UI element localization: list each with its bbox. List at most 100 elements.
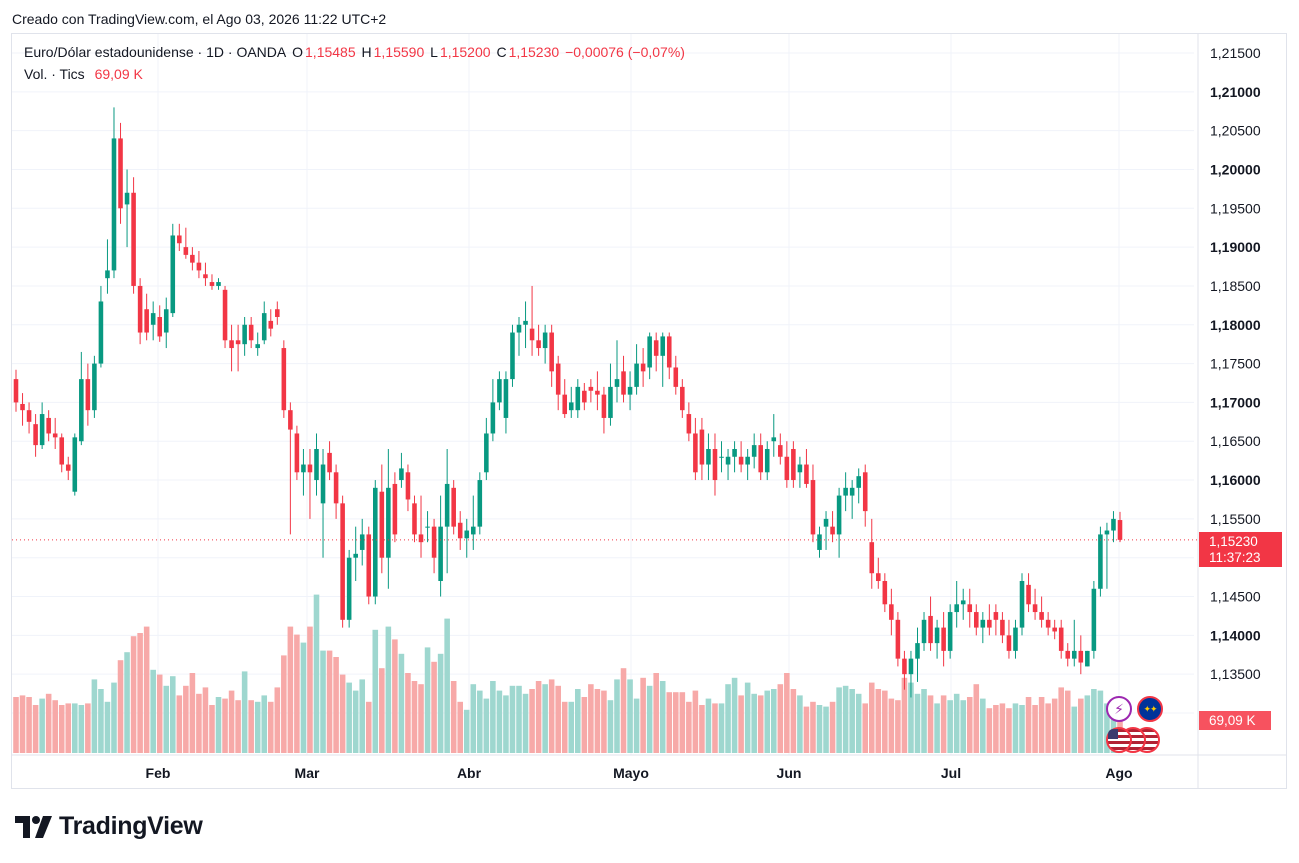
volume-bar: [65, 703, 72, 753]
candles: [13, 107, 1123, 698]
volume-bar: [993, 705, 999, 753]
volume-bar: [372, 629, 379, 753]
candle-body: [203, 274, 208, 279]
volume-bar: [202, 687, 209, 753]
candle-body: [640, 363, 646, 372]
volume-bar: [627, 679, 633, 753]
candle-body: [856, 476, 861, 488]
candle-body: [353, 553, 358, 558]
volume-bar: [254, 701, 261, 753]
volume-bar: [633, 698, 640, 753]
candle-body: [255, 344, 260, 349]
candle-body: [288, 410, 293, 430]
volume-bar: [953, 693, 960, 753]
candle-body: [1026, 584, 1031, 605]
candle-body: [46, 417, 51, 434]
candle-body: [33, 424, 38, 446]
x-tick-label: Ago: [1105, 765, 1132, 781]
volume-bar: [947, 700, 953, 753]
volume-tag: 69,09 K: [1199, 711, 1271, 730]
candle-body: [902, 658, 907, 675]
flash-icon[interactable]: ⚡: [1106, 696, 1132, 722]
candle-body: [862, 472, 868, 512]
volume-bar: [738, 695, 744, 753]
volume-bar: [646, 685, 653, 753]
candle-body: [412, 503, 417, 535]
candle-body: [359, 534, 365, 550]
volume-bar: [934, 703, 940, 753]
volume-bar: [548, 679, 555, 753]
candle-body: [190, 254, 195, 263]
x-tick-label: Jun: [777, 765, 802, 781]
candle-body: [608, 386, 613, 418]
volume-bar: [673, 692, 679, 753]
candle-body: [111, 138, 117, 271]
volume-bar: [757, 695, 764, 753]
volume-bar: [875, 689, 882, 753]
candle-body: [248, 324, 254, 341]
y-tick-label: 1,16000: [1210, 472, 1261, 488]
volume-bar: [770, 689, 777, 753]
volume-bar: [39, 698, 45, 753]
candle-body: [137, 285, 143, 333]
volume-label: Vol. · Tics: [24, 66, 85, 82]
candle-body: [79, 379, 84, 442]
y-tick-label: 1,14500: [1210, 589, 1261, 605]
tradingview-logo[interactable]: TradingView: [15, 812, 203, 841]
volume-bar: [849, 689, 855, 753]
candle-body: [1065, 650, 1071, 659]
candle-body: [810, 480, 816, 535]
candle-body: [621, 371, 626, 395]
candle-body: [1039, 612, 1044, 620]
high-label: H: [361, 44, 372, 60]
volume-bar: [215, 697, 222, 753]
volume-bar: [503, 695, 509, 753]
volume-bar: [1032, 705, 1038, 753]
candle-body: [457, 522, 463, 539]
candle-body: [510, 332, 515, 380]
volume-bar: [444, 618, 450, 753]
candle-body: [686, 414, 692, 434]
candle-body: [993, 612, 999, 620]
candle-body: [39, 414, 45, 446]
candle-body: [1052, 627, 1057, 632]
volume-bar: [470, 684, 477, 753]
open-label: O: [292, 44, 304, 60]
candle-body: [660, 336, 666, 356]
volume-bar: [640, 677, 646, 753]
candle-body: [732, 449, 737, 457]
volume-bar: [1097, 690, 1104, 753]
volume-bar: [699, 705, 705, 753]
volume-bar: [561, 701, 568, 753]
volume-bar: [359, 679, 366, 753]
candle-body: [1013, 627, 1018, 651]
candle-body: [797, 464, 803, 473]
volume-bar: [797, 695, 803, 753]
volume-bar: [320, 650, 326, 753]
us-flag-icon[interactable]: [1106, 727, 1132, 753]
volume-bar: [555, 685, 561, 753]
volume-bar: [1051, 698, 1058, 753]
symbol-name: Euro/Dólar estadounidense · 1D · OANDA: [24, 44, 287, 60]
candle-body: [386, 487, 391, 558]
candle-body: [666, 336, 672, 368]
price-axis: 1,135001,140001,145001,150001,155001,160…: [1210, 45, 1261, 682]
eu-flag-icon[interactable]: ✦✦: [1137, 696, 1163, 722]
candle-body: [706, 449, 711, 465]
volume-bar: [281, 655, 287, 753]
volume-bar: [313, 594, 320, 753]
volume-bar: [405, 673, 411, 753]
volume-bar: [653, 673, 659, 753]
volume-bar: [45, 693, 52, 753]
candle-body: [882, 581, 888, 605]
volume-bar: [823, 706, 829, 753]
volume-bar: [620, 668, 627, 753]
volume-bar: [927, 695, 934, 753]
volume-bar: [516, 685, 522, 753]
candle-body: [1058, 627, 1064, 651]
volume-bar: [32, 705, 39, 753]
candle-body: [1091, 588, 1097, 651]
volume-bar: [816, 705, 823, 753]
volume-bar: [810, 701, 816, 753]
